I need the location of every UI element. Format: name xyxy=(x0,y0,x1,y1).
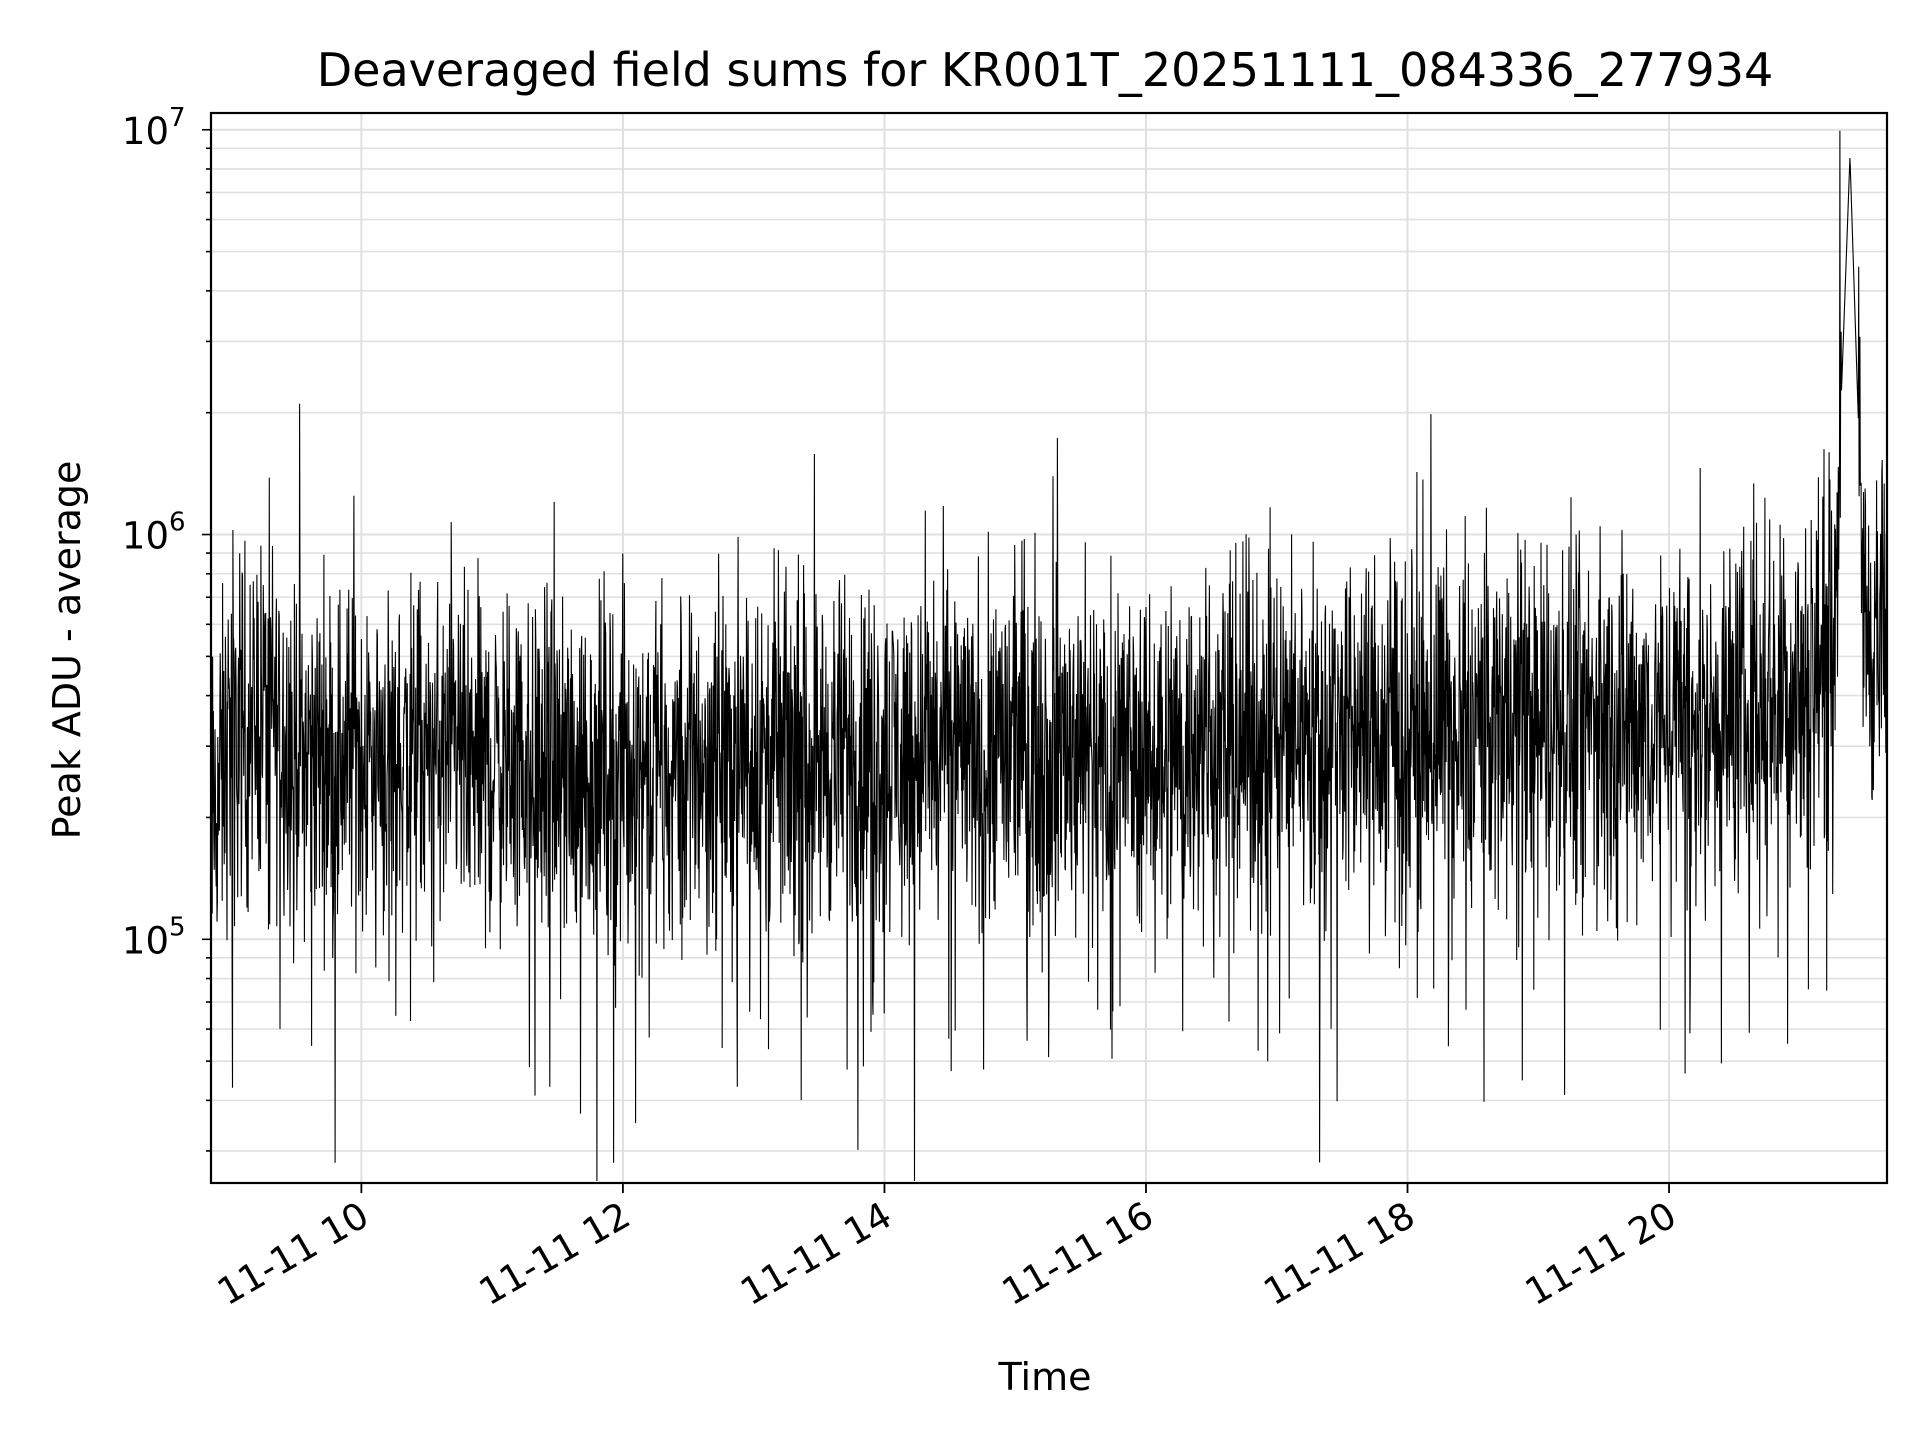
x-tick-label: 11-11 20 xyxy=(1518,1194,1684,1314)
y-tick-label-exponent: 5 xyxy=(169,912,186,942)
y-axis-label: Peak ADU - average xyxy=(45,461,89,840)
x-tick-label: 11-11 16 xyxy=(995,1194,1161,1314)
plot-area-frame xyxy=(209,111,1889,1185)
x-tick-label: 11-11 12 xyxy=(472,1194,638,1314)
x-tick-label: 11-11 14 xyxy=(733,1194,899,1314)
y-tick-label: 10 xyxy=(122,110,169,153)
chart-title: Deaveraged field sums for KR001T_2025111… xyxy=(317,43,1773,97)
series-layer xyxy=(210,130,1888,1182)
grid-lines xyxy=(211,113,1887,1183)
x-tick-label: 11-11 18 xyxy=(1256,1194,1422,1314)
x-axis-label: Time xyxy=(998,1355,1092,1399)
y-tick-label: 10 xyxy=(122,919,169,962)
y-tick-label-exponent: 6 xyxy=(169,508,186,538)
series-line xyxy=(210,130,1888,1182)
y-tick-label-exponent: 7 xyxy=(169,103,186,133)
y-tick-label: 10 xyxy=(122,515,169,558)
x-tick-label: 11-11 10 xyxy=(210,1194,376,1314)
